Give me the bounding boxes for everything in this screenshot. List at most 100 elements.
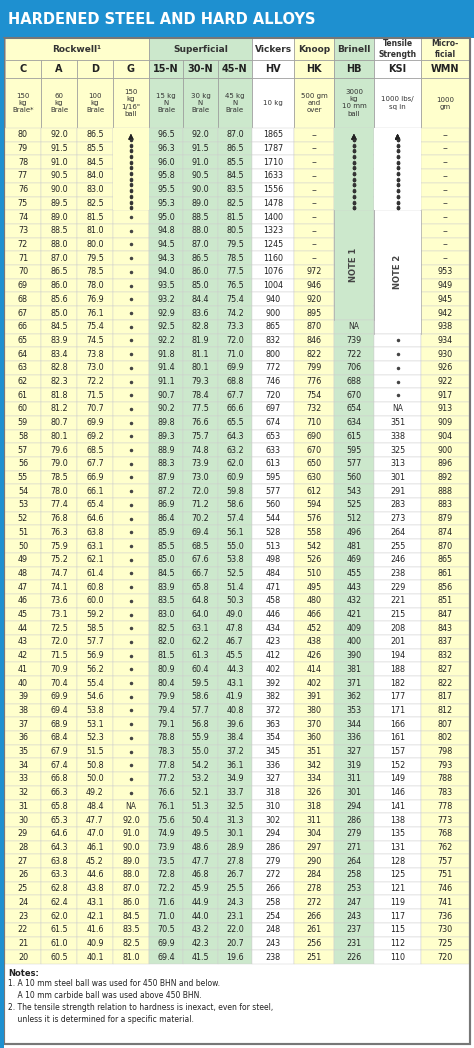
Bar	[374, 951, 421, 964]
Bar	[5, 635, 41, 649]
Text: 115: 115	[390, 925, 405, 934]
Bar	[41, 78, 77, 128]
Bar	[252, 511, 294, 525]
Bar	[5, 800, 41, 813]
Text: 85.0: 85.0	[191, 281, 210, 290]
Bar	[421, 320, 469, 333]
Text: 798: 798	[438, 747, 453, 756]
Bar	[334, 525, 374, 539]
Bar	[113, 868, 149, 881]
Bar	[252, 717, 294, 732]
Text: 54.2: 54.2	[191, 761, 210, 770]
Text: 69.4: 69.4	[191, 528, 210, 537]
Bar	[218, 252, 252, 265]
Text: 938: 938	[438, 322, 453, 331]
Bar	[77, 78, 113, 128]
Bar	[77, 347, 113, 361]
Bar	[183, 525, 218, 539]
Text: 69.4: 69.4	[157, 953, 175, 962]
Text: 73.3: 73.3	[226, 322, 244, 331]
Text: 93.5: 93.5	[157, 281, 175, 290]
Bar	[41, 333, 77, 347]
Bar	[183, 951, 218, 964]
Text: 87.0: 87.0	[191, 240, 210, 249]
Bar	[113, 128, 149, 210]
Bar	[113, 881, 149, 895]
Bar	[335, 211, 373, 320]
Text: 46.7: 46.7	[226, 637, 244, 647]
Bar	[218, 347, 252, 361]
Bar	[113, 320, 149, 333]
Text: 870: 870	[307, 322, 322, 331]
Text: 58: 58	[18, 432, 28, 441]
Text: 452: 452	[307, 624, 322, 633]
Text: 56: 56	[18, 459, 28, 468]
Bar	[77, 333, 113, 347]
Bar	[252, 320, 294, 333]
Bar	[183, 430, 218, 443]
Bar	[149, 868, 183, 881]
Bar	[252, 649, 294, 662]
Text: –: –	[443, 212, 447, 222]
Text: 60.0: 60.0	[86, 596, 104, 606]
Text: 255: 255	[390, 542, 405, 550]
Text: 3000
kg
10 mm
ball: 3000 kg 10 mm ball	[342, 89, 366, 116]
Text: 31: 31	[18, 802, 28, 811]
Text: 78.4: 78.4	[191, 391, 210, 399]
Text: 45-N: 45-N	[222, 64, 248, 74]
Text: 381: 381	[346, 664, 362, 674]
Bar	[334, 141, 374, 155]
Bar	[41, 443, 77, 457]
Bar	[421, 471, 469, 484]
Bar	[218, 662, 252, 676]
Bar	[294, 772, 334, 786]
Text: 77.5: 77.5	[226, 267, 244, 277]
Text: 90.5: 90.5	[191, 172, 210, 180]
Text: 66.1: 66.1	[86, 486, 104, 496]
Text: 953: 953	[438, 267, 453, 277]
Bar	[5, 786, 41, 800]
Bar	[252, 732, 294, 745]
Bar	[294, 581, 334, 594]
Text: 94.0: 94.0	[157, 267, 175, 277]
Text: 72.0: 72.0	[191, 486, 210, 496]
Bar	[113, 703, 149, 717]
Text: 73.0: 73.0	[86, 364, 104, 372]
Bar	[252, 840, 294, 854]
Bar	[294, 813, 334, 827]
Text: 76.1: 76.1	[157, 802, 175, 811]
Bar	[77, 252, 113, 265]
Text: 264: 264	[346, 856, 362, 866]
Text: 79: 79	[18, 144, 28, 153]
Text: 258: 258	[346, 871, 362, 879]
Bar	[113, 155, 149, 169]
Text: 84.0: 84.0	[86, 172, 104, 180]
Bar	[334, 128, 374, 141]
Text: 327: 327	[346, 747, 362, 756]
Text: 301: 301	[346, 788, 362, 798]
Text: 37: 37	[18, 720, 28, 728]
Text: 150
kg
1/16"
ball: 150 kg 1/16" ball	[121, 89, 140, 116]
Text: 311: 311	[307, 815, 322, 825]
Bar	[77, 937, 113, 951]
Text: 634: 634	[346, 418, 362, 428]
Bar	[252, 169, 294, 182]
Text: 370: 370	[307, 720, 322, 728]
Bar	[218, 416, 252, 430]
Text: –: –	[312, 240, 317, 249]
Text: 62.0: 62.0	[226, 459, 244, 468]
Text: 28: 28	[18, 843, 28, 852]
Bar	[252, 155, 294, 169]
Bar	[77, 553, 113, 567]
Text: 59.8: 59.8	[226, 486, 244, 496]
Text: 30-N: 30-N	[188, 64, 213, 74]
Text: 900: 900	[266, 308, 281, 318]
Text: 157: 157	[390, 747, 405, 756]
Text: 82.0: 82.0	[157, 637, 175, 647]
Bar	[41, 498, 77, 511]
Text: 1556: 1556	[263, 185, 283, 194]
Bar	[5, 676, 41, 690]
Text: 62.8: 62.8	[50, 885, 68, 893]
Text: 900: 900	[438, 445, 453, 455]
Bar	[334, 333, 374, 347]
